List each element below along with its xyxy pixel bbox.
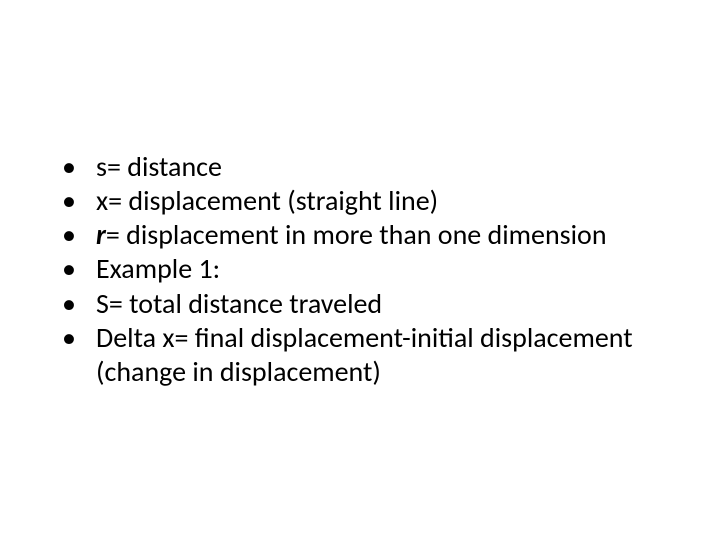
- bullet-text: x= displacement (straight line): [96, 183, 438, 218]
- bullet-list: s= distance x= displacement (straight li…: [54, 150, 680, 389]
- bullet-prefix-emphasis: r: [96, 217, 106, 252]
- bullet-text: Example 1:: [96, 251, 220, 286]
- list-item: S= total distance traveled: [54, 287, 680, 321]
- list-item: Example 1:: [54, 252, 680, 286]
- bullet-text: s= distance: [96, 149, 222, 184]
- bullet-text: Delta x= final displacement-initial disp…: [96, 320, 633, 389]
- bullet-text: = displacement in more than one dimensio…: [106, 217, 607, 252]
- slide: s= distance x= displacement (straight li…: [0, 0, 720, 540]
- list-item: r= displacement in more than one dimensi…: [54, 218, 680, 252]
- list-item: Delta x= final displacement-initial disp…: [54, 321, 680, 389]
- bullet-text: S= total distance traveled: [96, 286, 382, 321]
- list-item: s= distance: [54, 150, 680, 184]
- list-item: x= displacement (straight line): [54, 184, 680, 218]
